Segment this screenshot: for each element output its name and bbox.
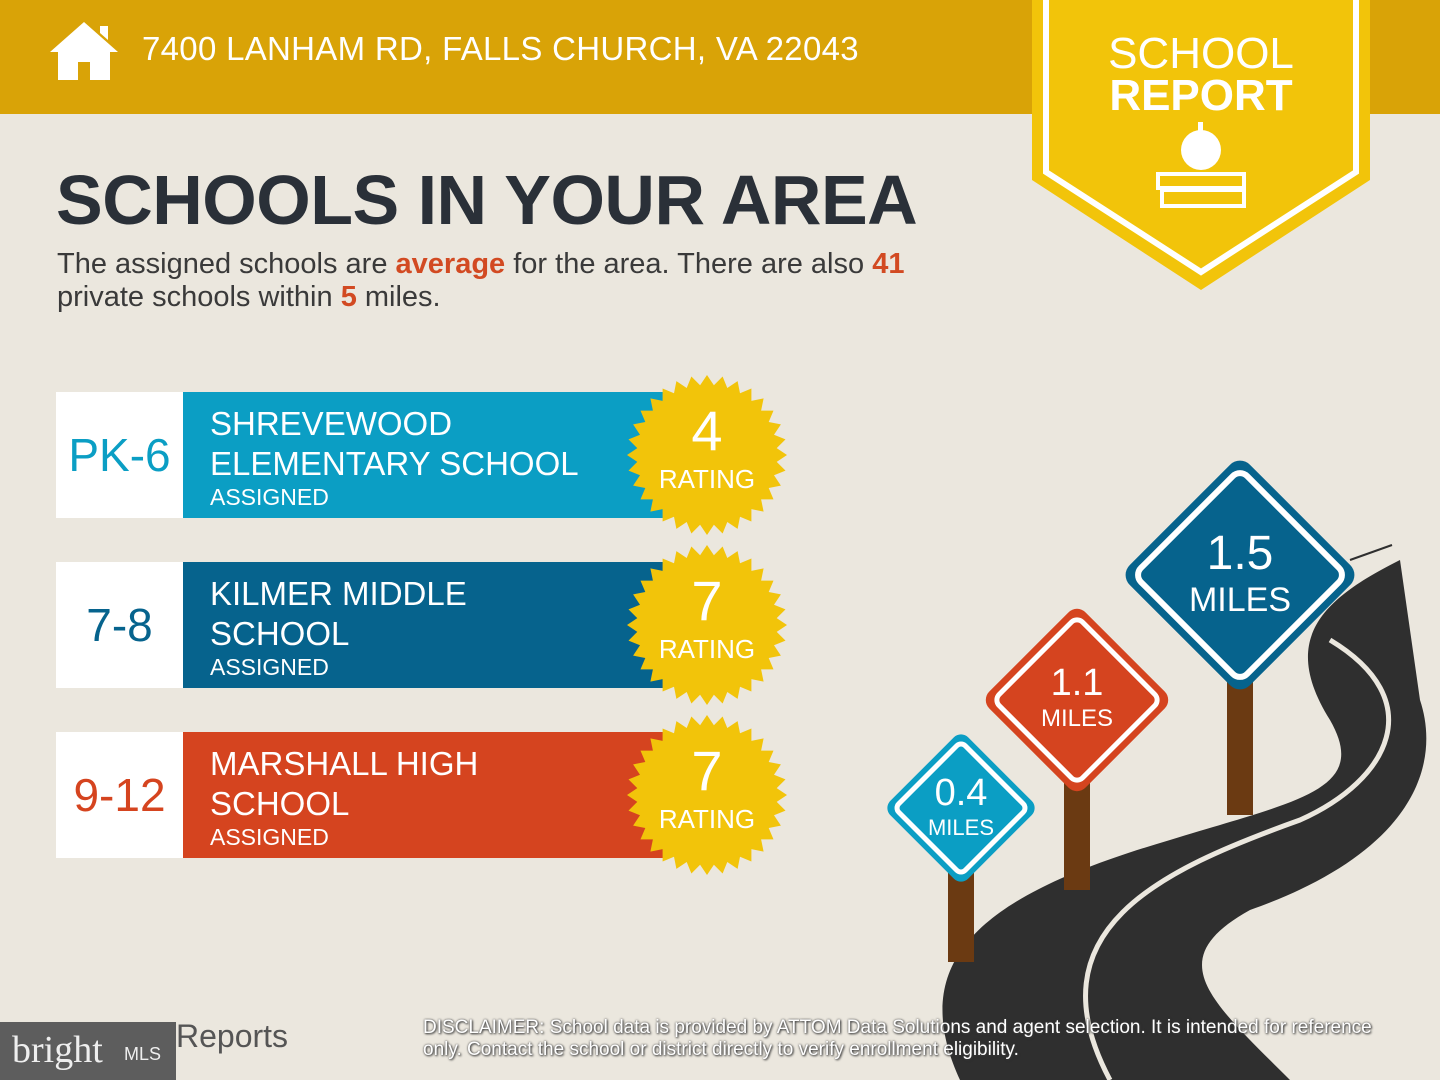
radius: 5 bbox=[340, 281, 357, 313]
school-info: KILMER MIDDLE SCHOOL ASSIGNED bbox=[183, 562, 666, 688]
starburst-shape bbox=[627, 545, 787, 705]
private-count: 41 bbox=[872, 248, 905, 280]
school-row: PK-6 SHREVEWOOD ELEMENTARY SCHOOL ASSIGNED bbox=[56, 392, 666, 518]
grade-range: 9-12 bbox=[56, 732, 183, 858]
starburst-shape bbox=[627, 375, 787, 535]
property-address: 7400 LANHAM RD, FALLS CHURCH, VA 22043 bbox=[142, 30, 859, 67]
assignment-status: ASSIGNED bbox=[210, 654, 329, 680]
rating-seal: 4 RATING bbox=[626, 374, 788, 536]
badge-line1: SCHOOL bbox=[1108, 29, 1294, 78]
grade-range: PK-6 bbox=[56, 392, 183, 518]
badge-line2: REPORT bbox=[1109, 71, 1293, 120]
school-row: 9-12 MARSHALL HIGH SCHOOL ASSIGNED bbox=[56, 732, 666, 858]
home-icon bbox=[50, 22, 118, 80]
assignment-status: ASSIGNED bbox=[210, 824, 329, 850]
disclaimer: DISCLAIMER: School data is provided by A… bbox=[423, 1017, 1372, 1060]
starburst-shape bbox=[627, 715, 787, 875]
reports-logo-text: Reports bbox=[176, 1018, 289, 1054]
school-row: 7-8 KILMER MIDDLE SCHOOL ASSIGNED bbox=[56, 562, 666, 688]
distance-sign: 0.4 MILES bbox=[927, 772, 995, 840]
school-info: SHREVEWOOD ELEMENTARY SCHOOL ASSIGNED bbox=[183, 392, 666, 518]
assignment-status: ASSIGNED bbox=[210, 484, 329, 510]
bright-mls-logo: bright MLS bbox=[0, 1022, 176, 1080]
rating-seal: 7 RATING bbox=[626, 714, 788, 876]
distance-sign: 1.1 MILES bbox=[1040, 662, 1114, 732]
summary-text: The assigned schools are average for the… bbox=[57, 248, 905, 313]
rating-word: average bbox=[395, 248, 506, 280]
school-report-badge: SCHOOL REPORT bbox=[1032, 0, 1370, 290]
grade-range: 7-8 bbox=[56, 562, 183, 688]
school-info: MARSHALL HIGH SCHOOL ASSIGNED bbox=[183, 732, 666, 858]
distance-sign: 1.5 MILES bbox=[1188, 527, 1292, 619]
rating-seal: 7 RATING bbox=[626, 544, 788, 706]
apple-books-icon bbox=[1156, 122, 1246, 208]
page-title: SCHOOLS IN YOUR AREA bbox=[56, 161, 918, 239]
